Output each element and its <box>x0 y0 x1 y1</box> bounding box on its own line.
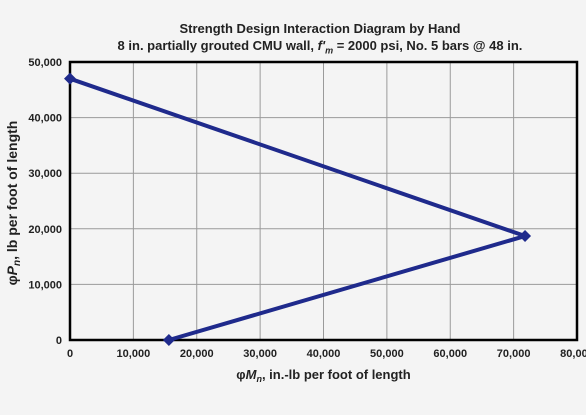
x-tick-label: 80,000 <box>560 348 586 360</box>
fm-subscript: m <box>325 45 334 56</box>
x-label-symbol: M <box>246 367 258 382</box>
x-label-phi: φ <box>236 367 245 382</box>
x-tick-label: 70,000 <box>497 348 531 360</box>
series-group <box>64 72 532 346</box>
y-tick-label: 20,000 <box>28 224 62 236</box>
y-label-symbol: P <box>4 265 20 275</box>
chart-subtitle: 8 in. partially grouted CMU wall, f'm = … <box>40 38 586 56</box>
x-label-text: , in.-lb per foot of length <box>262 367 411 382</box>
x-tick-label: 60,000 <box>433 348 467 360</box>
x-tick-label: 0 <box>67 348 73 360</box>
x-tick-label: 30,000 <box>243 348 277 360</box>
y-label-sub: n <box>12 260 23 266</box>
data-point-marker <box>519 230 532 243</box>
plot-area-frame <box>68 60 579 342</box>
fm-symbol: f' <box>317 38 326 53</box>
x-tick-label: 40,000 <box>307 348 341 360</box>
y-tick-label: 10,000 <box>28 279 62 291</box>
x-tick-label: 20,000 <box>180 348 214 360</box>
y-tick-label: 50,000 <box>28 57 62 69</box>
x-axis-label: φMn, in.-lb per foot of length <box>236 367 410 384</box>
y-label-phi: φ <box>4 275 20 285</box>
y-tick-label: 30,000 <box>28 168 62 180</box>
y-tick-labels: 0 10,000 20,000 30,000 40,000 50,000 <box>28 57 62 347</box>
subtitle-prefix: 8 in. partially grouted CMU wall, <box>117 38 318 53</box>
y-label-text: , lb per foot of length <box>4 121 20 260</box>
x-tick-label: 10,000 <box>117 348 151 360</box>
chart-title: Strength Design Interaction Diagram by H… <box>179 21 461 36</box>
y-axis-label: φPn, lb per foot of length <box>4 121 23 286</box>
y-tick-label: 40,000 <box>28 113 62 125</box>
data-point-marker <box>64 72 76 85</box>
data-point-marker <box>162 334 175 346</box>
x-tick-labels: 0 10,000 20,000 30,000 40,000 50,000 60,000 70,… <box>67 348 586 360</box>
x-tick-label: 50,000 <box>370 348 404 360</box>
subtitle-suffix: = 2000 psi, No. 5 bars @ 48 in. <box>333 38 523 53</box>
x-label-sub: n <box>256 374 262 384</box>
y-tick-label: 0 <box>56 335 62 347</box>
